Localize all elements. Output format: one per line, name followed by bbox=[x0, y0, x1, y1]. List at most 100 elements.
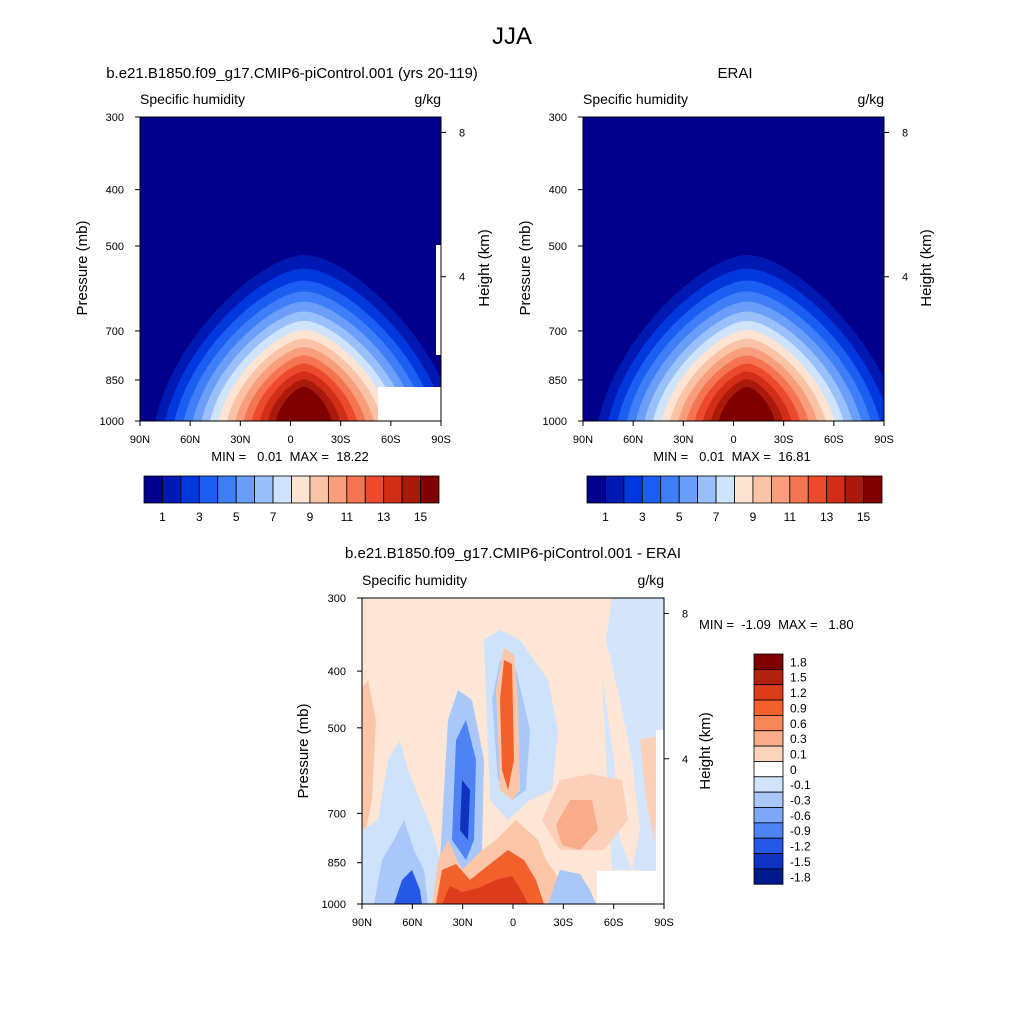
colorbar-label: 1.5 bbox=[790, 671, 807, 685]
units-label: g/kg bbox=[415, 91, 441, 107]
colorbar-swatch bbox=[753, 868, 784, 885]
colorbar-swatch bbox=[327, 475, 348, 504]
colorbar-swatch bbox=[364, 475, 385, 504]
x-tick-label: 60N bbox=[180, 434, 200, 446]
y-tick-label: 400 bbox=[328, 666, 346, 678]
colorbar-swatch bbox=[383, 475, 403, 504]
y-right-tick-label: 4 bbox=[459, 272, 465, 284]
colorbar-label: -0.6 bbox=[790, 809, 811, 823]
colorbar-label: -1.5 bbox=[790, 855, 811, 869]
y-right-tick-label: 4 bbox=[682, 754, 688, 766]
missing-data-strip bbox=[656, 730, 664, 871]
colorbar-label: 15 bbox=[414, 510, 428, 524]
colorbar-label: -1.2 bbox=[790, 840, 811, 854]
contour-fill-layer bbox=[155, 254, 441, 421]
colorbar-swatch bbox=[254, 475, 274, 504]
y-tick-label: 700 bbox=[549, 326, 567, 338]
x-tick-label: 60S bbox=[604, 917, 624, 929]
x-tick-label: 30N bbox=[230, 434, 250, 446]
x-tick-label: 30N bbox=[453, 917, 473, 929]
x-tick-label: 60N bbox=[402, 917, 422, 929]
y-tick-label: 300 bbox=[549, 112, 567, 124]
missing-data-strip bbox=[436, 245, 441, 355]
colorbar-label: 0.1 bbox=[790, 747, 807, 761]
units-label: g/kg bbox=[638, 572, 664, 588]
x-tick-label: 0 bbox=[510, 917, 516, 929]
y-tick-label: 700 bbox=[106, 326, 124, 338]
colorbar-swatch bbox=[235, 475, 256, 504]
x-tick-label: 90N bbox=[573, 434, 593, 446]
x-tick-label: 90N bbox=[130, 434, 150, 446]
missing-data-region bbox=[378, 387, 441, 421]
contour-level-15 bbox=[275, 387, 332, 421]
y-tick-label: 400 bbox=[106, 185, 124, 197]
x-tick-label: 60S bbox=[381, 434, 401, 446]
colorbar-swatch bbox=[272, 475, 292, 504]
colorbar-swatch bbox=[753, 715, 784, 732]
colorbar-label: 11 bbox=[784, 510, 797, 524]
y-tick-label: 1000 bbox=[100, 416, 124, 428]
y-tick-label: 700 bbox=[328, 808, 346, 820]
colorbar-label: 3 bbox=[196, 510, 203, 524]
x-tick-label: 60N bbox=[623, 434, 643, 446]
panel-title: b.e21.B1850.f09_g17.CMIP6-piControl.001 … bbox=[345, 545, 681, 562]
colorbar-swatch bbox=[401, 475, 421, 504]
colorbar-label: 11 bbox=[341, 510, 354, 524]
colorbar: 1 3 5 7 9 11 13 15 bbox=[586, 475, 883, 524]
y-tick-label: 300 bbox=[106, 112, 124, 124]
x-tick-label: 90S bbox=[874, 434, 894, 446]
colorbar: 1 3 5 7 9 11 13 15 bbox=[143, 475, 440, 524]
colorbar-swatch bbox=[586, 475, 606, 504]
colorbar-label: 7 bbox=[270, 510, 277, 524]
contour-fill-layer bbox=[362, 598, 664, 904]
colorbar-label: 1.8 bbox=[790, 655, 807, 669]
colorbar-swatch bbox=[753, 807, 784, 824]
colorbar-swatch bbox=[734, 475, 754, 504]
colorbar-swatch bbox=[291, 475, 311, 504]
colorbar-swatch bbox=[753, 761, 784, 778]
colorbar: 1.8 1.51.20.9 0.60.30.1 0-0.1 -0.3-0.6-0.9 -1… bbox=[753, 653, 811, 885]
x-tick-label: 30S bbox=[331, 434, 351, 446]
colorbar-label: 15 bbox=[857, 510, 871, 524]
contour-level-15 bbox=[718, 387, 775, 421]
colorbar-swatch bbox=[678, 475, 699, 504]
y-tick-label: 300 bbox=[328, 593, 346, 605]
colorbar-label: 13 bbox=[377, 510, 391, 524]
colorbar-swatch bbox=[826, 475, 846, 504]
colorbar-swatch bbox=[217, 475, 237, 504]
positive-anomaly-region bbox=[640, 736, 660, 840]
panel-difference: b.e21.B1850.f09_g17.CMIP6-piControl.001 … bbox=[295, 545, 854, 929]
missing-data-region bbox=[597, 871, 664, 904]
x-tick-label: 0 bbox=[287, 434, 293, 446]
x-tick-label: 30N bbox=[673, 434, 693, 446]
variable-label: Specific humidity bbox=[140, 91, 245, 107]
x-tick-label: 30S bbox=[554, 917, 574, 929]
colorbar-label: 5 bbox=[233, 510, 240, 524]
colorbar-swatch bbox=[641, 475, 662, 504]
y-tick-label: 500 bbox=[328, 723, 346, 735]
colorbar-swatch bbox=[697, 475, 717, 504]
colorbar-swatch bbox=[753, 684, 784, 701]
colorbar-swatch bbox=[198, 475, 219, 504]
y-tick-label: 400 bbox=[549, 185, 567, 197]
colorbar-swatch bbox=[863, 475, 883, 504]
colorbar-swatch bbox=[753, 653, 784, 670]
colorbar-swatch bbox=[346, 475, 366, 504]
y-tick-label: 850 bbox=[106, 375, 124, 387]
colorbar-label: -0.1 bbox=[790, 778, 811, 792]
colorbar-swatch bbox=[753, 730, 784, 747]
colorbar-swatch bbox=[844, 475, 864, 504]
y-axis-right-label: Height (km) bbox=[697, 712, 714, 790]
colorbar-swatch bbox=[807, 475, 828, 504]
positive-anomaly-core bbox=[500, 660, 514, 790]
colorbar-label: 0.6 bbox=[790, 717, 807, 731]
y-tick-label: 1000 bbox=[322, 899, 346, 911]
colorbar-label: 5 bbox=[676, 510, 683, 524]
panel-model: b.e21.B1850.f09_g17.CMIP6-piControl.001 … bbox=[74, 65, 493, 524]
y-tick-label: 500 bbox=[549, 241, 567, 253]
panel-title: ERAI bbox=[717, 65, 752, 82]
units-label: g/kg bbox=[858, 91, 884, 107]
colorbar-swatch bbox=[753, 791, 784, 808]
colorbar-swatch bbox=[143, 475, 163, 504]
